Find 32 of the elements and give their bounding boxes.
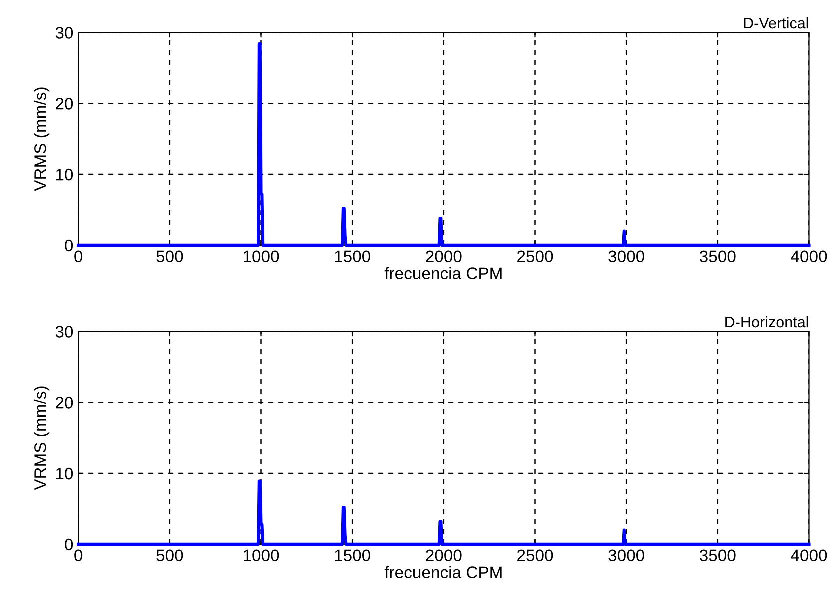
- x-tick-label: 2000: [426, 550, 462, 562]
- x-tick-label: 500: [156, 550, 184, 562]
- y-tick-label: 0: [65, 538, 74, 551]
- x-tick-label: 4000: [791, 550, 828, 562]
- y-axis-title: VRMS (mm/s): [34, 88, 50, 192]
- y-axis-title: VRMS (mm/s): [34, 386, 50, 490]
- x-tick-label: 2500: [518, 550, 554, 562]
- y-tick-label: 20: [56, 397, 74, 409]
- x-tick-label: 1500: [335, 550, 370, 562]
- x-tick-label: 2500: [518, 250, 554, 263]
- x-tick-label: 4000: [791, 250, 828, 263]
- x-tick-label: 500: [156, 250, 184, 263]
- x-tick-label: 2000: [426, 250, 462, 263]
- y-tick-label: 20: [56, 98, 74, 110]
- chart-title: D-Vertical: [744, 17, 808, 29]
- x-axis-title: frecuencia CPM: [384, 566, 502, 578]
- chart-title: D-Horizontal: [726, 316, 808, 328]
- x-tick-label: 3500: [700, 250, 736, 263]
- x-tick-label: 3000: [608, 250, 644, 263]
- y-tick-label: 10: [56, 468, 74, 480]
- x-tick-label: 1500: [335, 250, 370, 263]
- y-tick-label: 10: [56, 168, 74, 181]
- x-tick-label: 3500: [700, 550, 736, 562]
- x-tick-label: 0: [74, 250, 83, 263]
- x-tick-label: 0: [74, 550, 83, 562]
- x-tick-label: 1000: [244, 250, 280, 263]
- y-tick-label: 30: [56, 326, 74, 338]
- x-tick-label: 3000: [608, 550, 644, 562]
- x-tick-label: 1000: [244, 550, 280, 562]
- y-tick-label: 0: [65, 240, 74, 252]
- y-tick-label: 30: [56, 27, 74, 39]
- x-axis-title: frecuencia CPM: [384, 267, 502, 280]
